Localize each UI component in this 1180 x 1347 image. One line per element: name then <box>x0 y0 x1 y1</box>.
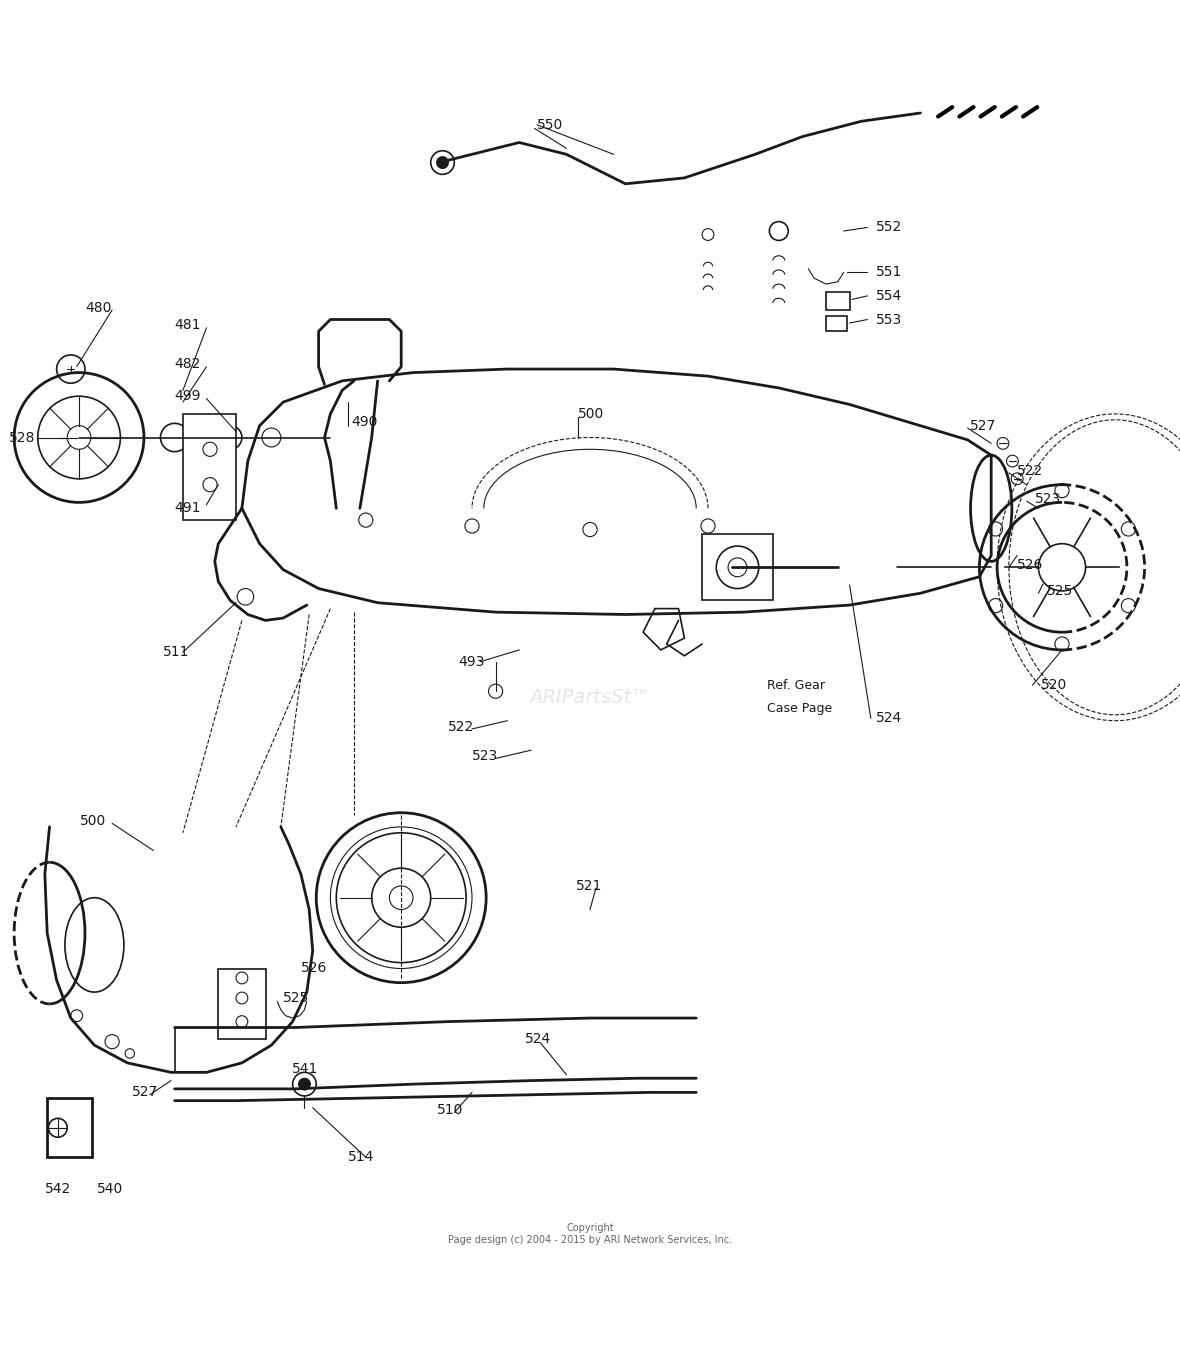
Text: Case Page: Case Page <box>767 702 832 715</box>
Text: 511: 511 <box>163 645 189 659</box>
Text: 552: 552 <box>876 221 902 234</box>
Text: 553: 553 <box>876 313 902 326</box>
Bar <box>47 1098 92 1157</box>
Text: 514: 514 <box>348 1150 374 1164</box>
Bar <box>826 317 847 331</box>
Text: 524: 524 <box>525 1032 551 1047</box>
Text: 525: 525 <box>283 991 309 1005</box>
Text: 480: 480 <box>85 300 111 315</box>
Text: Ref. Gear: Ref. Gear <box>767 679 825 692</box>
Text: Copyright
Page design (c) 2004 - 2015 by ARI Network Services, Inc.: Copyright Page design (c) 2004 - 2015 by… <box>448 1223 732 1245</box>
Text: 522: 522 <box>448 719 474 734</box>
Text: 482: 482 <box>175 357 201 372</box>
Text: 500: 500 <box>80 814 106 828</box>
Text: 550: 550 <box>537 117 563 132</box>
Bar <box>702 535 773 601</box>
Text: 520: 520 <box>1041 679 1067 692</box>
Text: 551: 551 <box>876 265 902 279</box>
Text: 510: 510 <box>437 1103 463 1117</box>
Text: 491: 491 <box>175 501 201 516</box>
Text: 523: 523 <box>472 749 498 764</box>
Text: 542: 542 <box>45 1183 71 1196</box>
Text: 524: 524 <box>876 711 902 725</box>
Text: 526: 526 <box>301 962 327 975</box>
Text: 527: 527 <box>970 419 996 432</box>
Text: 527: 527 <box>132 1086 158 1099</box>
Text: 499: 499 <box>175 389 201 403</box>
Text: 541: 541 <box>291 1061 317 1076</box>
Text: 525: 525 <box>1047 583 1073 598</box>
Text: ARIPartsSt™: ARIPartsSt™ <box>529 687 651 707</box>
Text: 540: 540 <box>97 1183 123 1196</box>
Circle shape <box>299 1078 310 1090</box>
Circle shape <box>437 156 448 168</box>
Text: 481: 481 <box>175 318 201 333</box>
Text: 526: 526 <box>1017 558 1043 572</box>
Text: 490: 490 <box>352 415 378 430</box>
Bar <box>183 414 236 520</box>
Text: 500: 500 <box>578 407 604 420</box>
Text: 528: 528 <box>9 431 35 445</box>
Text: 521: 521 <box>576 878 602 893</box>
Text: 554: 554 <box>876 288 902 303</box>
Bar <box>218 968 266 1040</box>
Text: 522: 522 <box>1017 463 1043 478</box>
Text: 523: 523 <box>1035 492 1061 506</box>
Text: 493: 493 <box>458 655 484 668</box>
Bar <box>826 292 850 310</box>
